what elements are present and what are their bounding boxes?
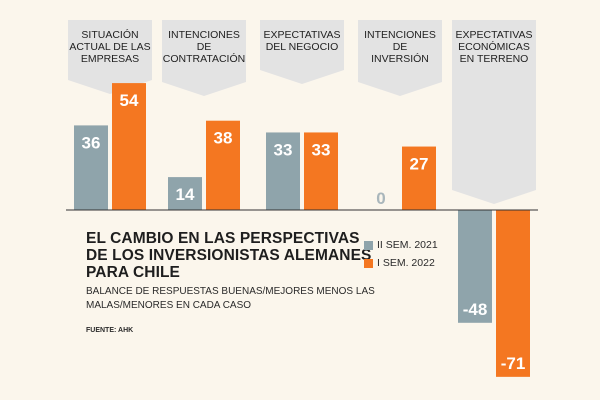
data-label: 33: [274, 140, 293, 159]
category-label: DE: [393, 41, 408, 53]
bar: [304, 132, 338, 210]
bar: [266, 132, 300, 210]
bar: [496, 210, 530, 377]
chart-subtitle: BALANCE DE RESPUESTAS BUENAS/MEJORES MEN…: [86, 286, 375, 311]
bar: [206, 120, 240, 210]
category-label: DEL NEGOCIO: [266, 41, 339, 53]
legend-item: I SEM. 2022: [364, 254, 438, 272]
category-panel: [260, 20, 344, 84]
category-panel: [358, 20, 442, 96]
data-label: 0: [376, 189, 385, 208]
bar: [168, 177, 202, 210]
data-label: -48: [463, 300, 488, 319]
chart-title: EL CAMBIO EN LAS PERSPECTIVAS DE LOS INV…: [86, 230, 372, 281]
chart-caption: EL CAMBIO EN LAS PERSPECTIVAS DE LOS INV…: [86, 230, 376, 334]
data-label: 54: [120, 91, 139, 110]
legend-swatch-series-2: [364, 258, 373, 268]
category-label: EN TERRENO: [460, 53, 529, 65]
data-label: -71: [501, 354, 526, 373]
legend-label-series-2: I SEM. 2022: [377, 257, 435, 269]
category-panel: [162, 20, 246, 96]
legend: II SEM. 2021 I SEM. 2022: [364, 236, 438, 272]
data-label: 14: [176, 185, 195, 204]
category-label: ACTUAL DE LAS: [69, 41, 150, 53]
category-label: ECONÓMICAS: [458, 40, 530, 53]
bar: [74, 125, 108, 210]
bar: [458, 210, 492, 323]
category-panel: [68, 20, 152, 94]
data-label: 36: [82, 133, 101, 152]
chart-source: FUENTE: AHK: [86, 327, 134, 334]
category-label: EXPECTATIVAS: [455, 29, 532, 41]
category-label: EXPECTATIVAS: [263, 29, 340, 41]
data-label: 33: [312, 140, 331, 159]
legend-item: II SEM. 2021: [364, 236, 438, 254]
bar-group: 36 54 14 38 33 33 0 27 -48 -71: [74, 83, 530, 377]
category-label: DE: [197, 41, 212, 53]
category-panel: [452, 20, 536, 204]
category-label: EMPRESAS: [81, 53, 139, 65]
bar: [112, 83, 146, 210]
category-label: INTENCIONES: [168, 29, 240, 41]
data-label: 27: [410, 155, 429, 174]
legend-label-series-1: II SEM. 2021: [377, 239, 438, 251]
category-label: SITUACIÓN: [81, 28, 138, 41]
bar: [402, 146, 436, 210]
data-label: 38: [214, 129, 233, 148]
category-label: CONTRATACIÓN: [163, 52, 245, 65]
legend-swatch-series-1: [364, 240, 373, 250]
category-label: INVERSIÓN: [371, 52, 429, 65]
category-label: INTENCIONES: [364, 29, 436, 41]
